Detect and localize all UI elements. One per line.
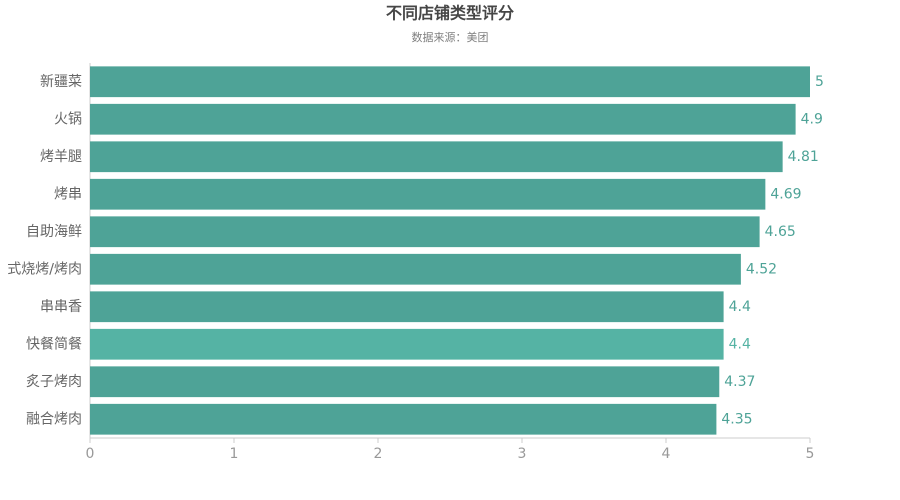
chart-title: 不同店铺类型评分 <box>386 4 514 23</box>
x-tick-label: 5 <box>806 446 815 462</box>
y-tick-label: 火锅 <box>54 111 82 127</box>
value-label: 4.52 <box>746 261 777 277</box>
bar <box>90 403 717 435</box>
y-tick-label: 炙子烤肉 <box>26 374 82 390</box>
value-label: 4.81 <box>788 149 819 165</box>
bar <box>90 141 783 173</box>
value-label: 5 <box>815 74 824 90</box>
y-tick-label: 自助海鲜 <box>26 224 82 240</box>
value-label: 4.4 <box>729 336 751 352</box>
x-tick-label: 1 <box>230 446 239 462</box>
bar <box>90 66 810 98</box>
value-label: 4.4 <box>729 299 751 315</box>
bar <box>90 178 766 210</box>
bar <box>90 253 741 285</box>
chart-subtitle: 数据来源：美团 <box>412 30 489 44</box>
value-label: 4.37 <box>724 374 755 390</box>
x-tick-label: 2 <box>374 446 383 462</box>
bar <box>90 103 796 135</box>
y-tick-label: 烤串 <box>54 186 82 202</box>
y-tick-label: 串串香 <box>40 299 82 315</box>
value-label: 4.35 <box>721 411 752 427</box>
y-tick-label: 烤羊腿 <box>40 149 82 165</box>
x-tick-label: 0 <box>86 446 95 462</box>
y-tick-label: 融合烤肉 <box>26 411 82 427</box>
y-tick-label: 新疆菜 <box>40 74 82 90</box>
y-tick-label: 式烧烤/烤肉 <box>7 261 82 277</box>
value-label: 4.9 <box>801 111 823 127</box>
value-label: 4.65 <box>765 224 796 240</box>
bar <box>90 291 724 323</box>
bar <box>90 216 760 248</box>
bar <box>90 328 724 360</box>
value-label: 4.69 <box>770 186 801 202</box>
x-tick-label: 4 <box>662 446 671 462</box>
x-tick-label: 3 <box>518 446 527 462</box>
bar <box>90 366 720 398</box>
y-tick-label: 快餐简餐 <box>26 335 82 352</box>
